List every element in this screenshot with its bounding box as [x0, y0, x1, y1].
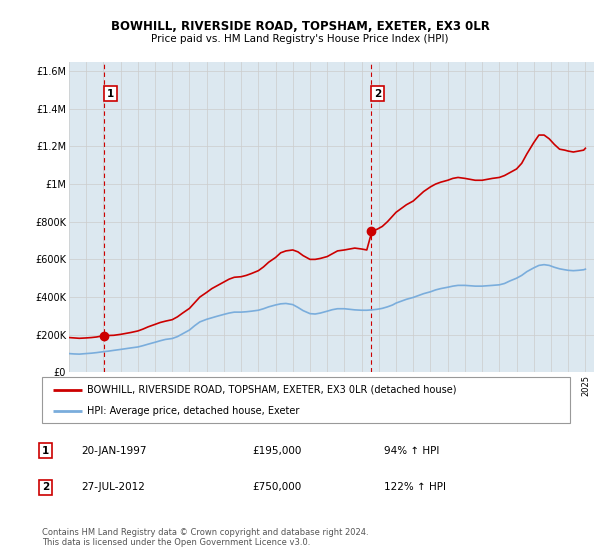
- FancyBboxPatch shape: [42, 377, 570, 423]
- Text: 2: 2: [374, 88, 381, 99]
- Text: HPI: Average price, detached house, Exeter: HPI: Average price, detached house, Exet…: [87, 407, 299, 416]
- Text: £750,000: £750,000: [252, 482, 301, 492]
- Text: 27-JUL-2012: 27-JUL-2012: [81, 482, 145, 492]
- Text: 1: 1: [107, 88, 114, 99]
- Text: BOWHILL, RIVERSIDE ROAD, TOPSHAM, EXETER, EX3 0LR (detached house): BOWHILL, RIVERSIDE ROAD, TOPSHAM, EXETER…: [87, 385, 457, 395]
- Text: 1: 1: [42, 446, 49, 456]
- Text: £195,000: £195,000: [252, 446, 301, 456]
- Text: 122% ↑ HPI: 122% ↑ HPI: [384, 482, 446, 492]
- Text: 2: 2: [42, 482, 49, 492]
- Text: Price paid vs. HM Land Registry's House Price Index (HPI): Price paid vs. HM Land Registry's House …: [151, 34, 449, 44]
- Text: Contains HM Land Registry data © Crown copyright and database right 2024.
This d: Contains HM Land Registry data © Crown c…: [42, 528, 368, 547]
- Text: 94% ↑ HPI: 94% ↑ HPI: [384, 446, 439, 456]
- Text: 20-JAN-1997: 20-JAN-1997: [81, 446, 146, 456]
- Text: BOWHILL, RIVERSIDE ROAD, TOPSHAM, EXETER, EX3 0LR: BOWHILL, RIVERSIDE ROAD, TOPSHAM, EXETER…: [110, 20, 490, 32]
